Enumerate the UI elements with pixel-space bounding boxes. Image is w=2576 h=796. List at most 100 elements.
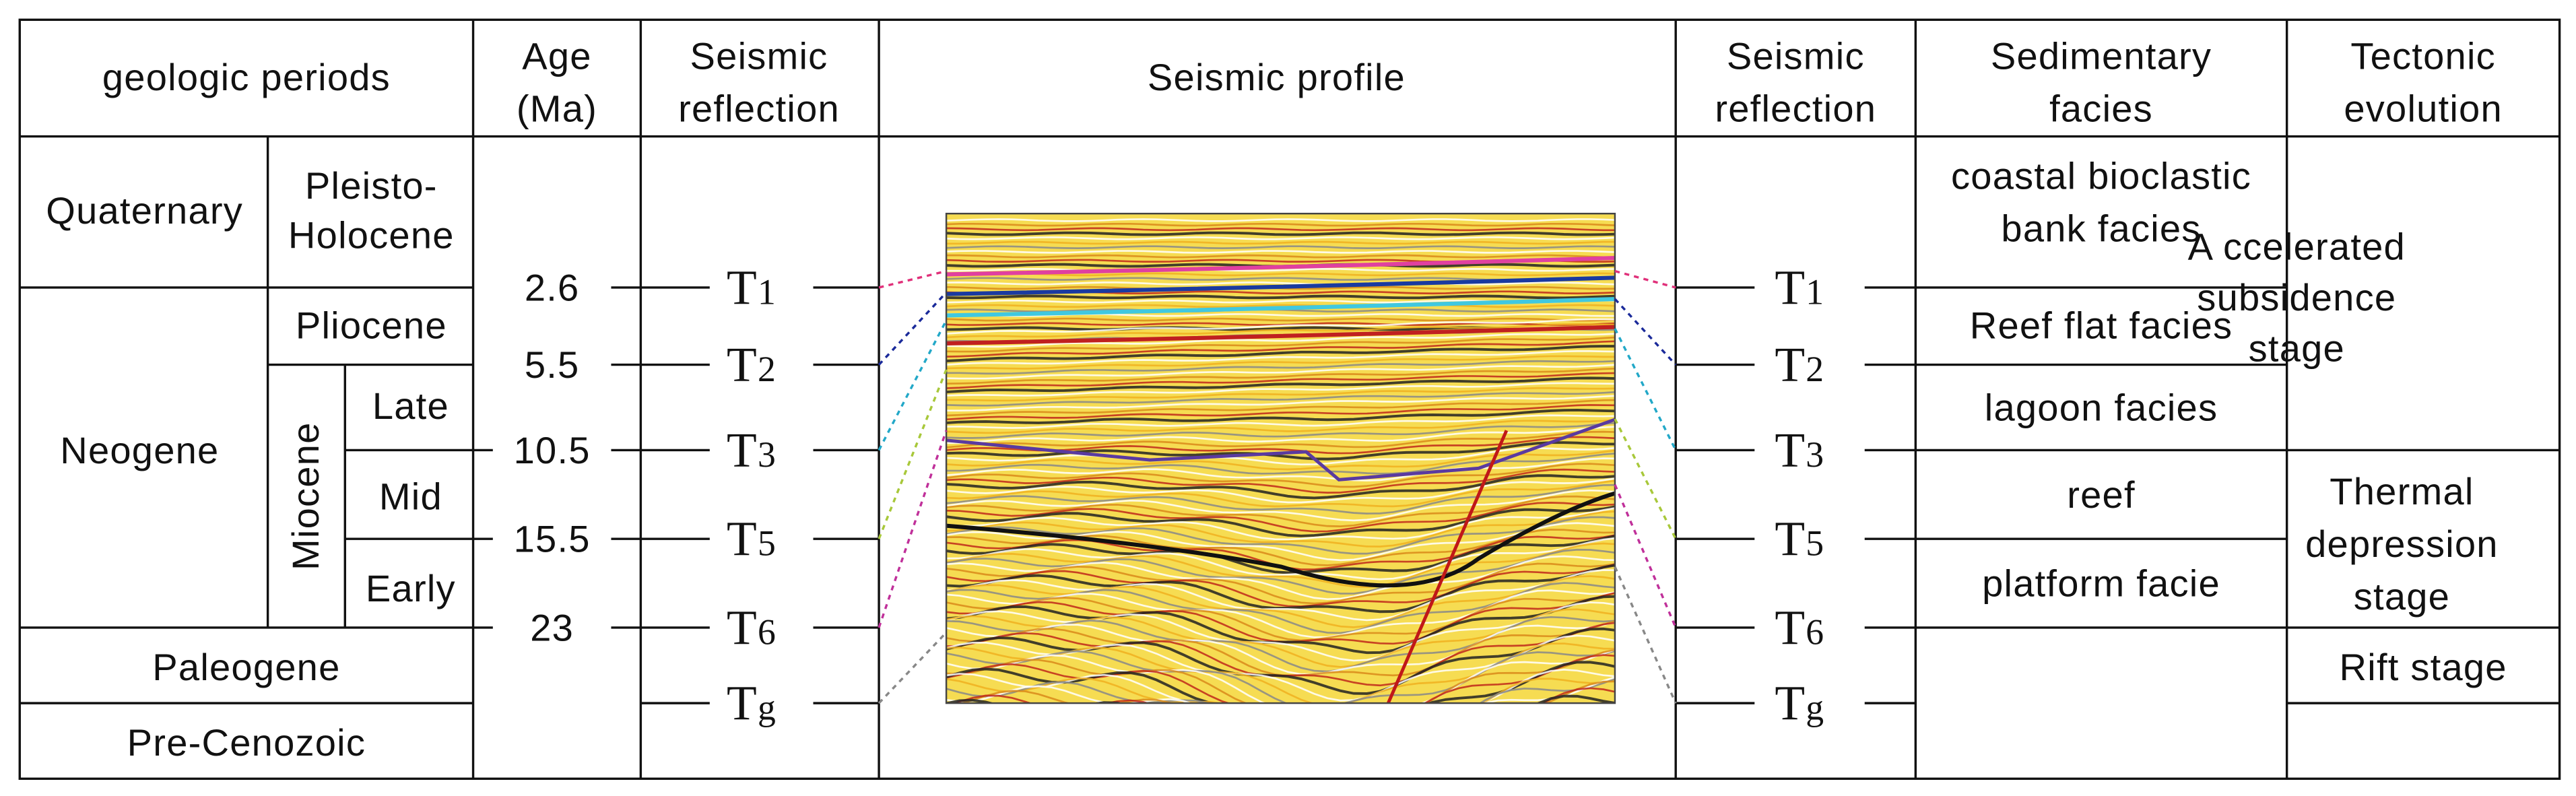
seismic-trace bbox=[946, 317, 1615, 322]
seismic-trace bbox=[946, 453, 1615, 475]
column-header: Age (Ma) bbox=[517, 35, 597, 130]
reflection-letter: T bbox=[727, 600, 758, 655]
tectonic-label-line: Rift stage bbox=[2340, 646, 2507, 688]
epoch-label-line: Pleisto- bbox=[305, 164, 438, 207]
seismic-trace bbox=[946, 419, 1615, 434]
seismic-horizon bbox=[946, 256, 1615, 277]
seismic-trace bbox=[946, 484, 1615, 515]
seismic-trace bbox=[946, 446, 1615, 466]
seismic-trace bbox=[946, 240, 1615, 245]
seismic-trace bbox=[946, 391, 1615, 407]
seismic-trace bbox=[946, 654, 1615, 704]
tectonic-label: Thermal depression stage bbox=[2305, 470, 2499, 618]
connector bbox=[1614, 418, 1677, 539]
seismic-trace bbox=[946, 281, 1615, 286]
column-header-line: (Ma) bbox=[517, 88, 597, 130]
facies-label-line: coastal bioclastic bbox=[1951, 155, 2251, 197]
reflection-subscript: 6 bbox=[758, 611, 777, 652]
seismic-trace bbox=[946, 627, 1615, 695]
reflection-label: T5 bbox=[727, 512, 777, 566]
reflection-subscript: g bbox=[1806, 688, 1824, 728]
seismic-trace bbox=[946, 340, 1615, 358]
column-header-line: reflection bbox=[678, 88, 840, 130]
facies-label: reef bbox=[2067, 473, 2136, 516]
seismic-trace bbox=[946, 441, 1615, 461]
stage-label: Mid bbox=[379, 475, 442, 517]
seismic-trace bbox=[946, 422, 1615, 439]
connector bbox=[878, 369, 948, 539]
seismic-trace bbox=[946, 231, 1615, 236]
facies-label-line: platform facie bbox=[1982, 562, 2220, 605]
seismic-trace bbox=[946, 323, 1615, 339]
seismic-trace bbox=[946, 705, 1616, 777]
seismic-trace bbox=[958, 680, 1615, 704]
reflection-subscript: 6 bbox=[1806, 611, 1824, 652]
column-header-line: geologic periods bbox=[102, 56, 391, 98]
seismic-trace bbox=[946, 399, 1615, 417]
seismic-trace bbox=[946, 694, 1615, 704]
seismic-trace bbox=[946, 510, 1615, 548]
seismic-trace bbox=[946, 621, 1615, 675]
seismic-trace bbox=[946, 479, 1615, 508]
seismic-trace bbox=[946, 218, 1615, 222]
column-header-line: evolution bbox=[2344, 88, 2503, 130]
reflection-subscript: 1 bbox=[1806, 271, 1824, 312]
seismic-trace bbox=[946, 474, 1615, 500]
seismic-trace bbox=[946, 505, 1615, 537]
seismic-trace bbox=[946, 318, 1615, 335]
facies-label-line: lagoon facies bbox=[1985, 387, 2218, 429]
seismic-trace bbox=[946, 236, 1615, 240]
seismic-trace bbox=[946, 562, 1615, 605]
reflection-letter: T bbox=[727, 423, 758, 477]
column-header-line: Seismic bbox=[1727, 35, 1865, 77]
period-label: Pre-Cenozoic bbox=[127, 721, 366, 764]
seismic-trace bbox=[946, 364, 1615, 380]
reflection-letter: T bbox=[727, 512, 758, 566]
seismic-trace bbox=[946, 649, 1615, 704]
seismic-trace bbox=[946, 564, 1615, 613]
seismic-trace bbox=[946, 345, 1615, 362]
seismic-horizon bbox=[946, 325, 1615, 345]
seismic-trace bbox=[946, 382, 1615, 397]
epoch-label-line: Pliocene bbox=[296, 304, 447, 347]
reflection-letter: T bbox=[1775, 423, 1806, 477]
connector bbox=[878, 292, 948, 366]
reflection-label: T2 bbox=[1775, 337, 1824, 392]
epoch-label: Pleisto- Holocene bbox=[288, 164, 455, 256]
seismic-trace bbox=[946, 516, 1615, 555]
reflection-subscript: 3 bbox=[1806, 434, 1824, 475]
reflection-label: Tg bbox=[727, 676, 777, 731]
seismic-trace bbox=[946, 529, 1615, 566]
stage-label: Late bbox=[372, 385, 449, 427]
facies-label: lagoon facies bbox=[1985, 387, 2218, 429]
seismic-trace bbox=[946, 502, 1615, 533]
seismic-trace bbox=[946, 227, 1615, 232]
profile-frame bbox=[945, 212, 1616, 704]
reflection-subscript: 1 bbox=[758, 271, 777, 312]
seismic-trace bbox=[946, 477, 1615, 504]
reflection-label: T5 bbox=[1775, 512, 1824, 566]
column-header-line: Tectonic bbox=[2350, 35, 2496, 77]
reflection-letter: T bbox=[727, 337, 758, 392]
seismic-trace bbox=[946, 333, 1615, 348]
period-label: Quaternary bbox=[46, 189, 243, 232]
seismic-trace bbox=[946, 457, 1615, 482]
table-grid bbox=[18, 18, 2561, 781]
seismic-trace bbox=[946, 589, 1615, 638]
seismic-trace bbox=[946, 395, 1615, 412]
column-header: geologic periods bbox=[102, 56, 391, 98]
tectonic-label-line: stage bbox=[2354, 575, 2450, 618]
seismic-trace bbox=[946, 463, 1615, 488]
reflection-subscript: 2 bbox=[1806, 349, 1824, 389]
seismic-trace bbox=[946, 376, 1615, 394]
epoch-label: Miocene bbox=[284, 422, 327, 570]
seismic-trace bbox=[946, 495, 1615, 527]
seismic-trace bbox=[946, 449, 1615, 471]
seismic-trace bbox=[946, 414, 1615, 429]
seismic-trace bbox=[946, 404, 1615, 421]
facies-label: platform facie bbox=[1982, 562, 2220, 605]
seismic-trace bbox=[946, 542, 1615, 588]
connector bbox=[878, 319, 948, 451]
